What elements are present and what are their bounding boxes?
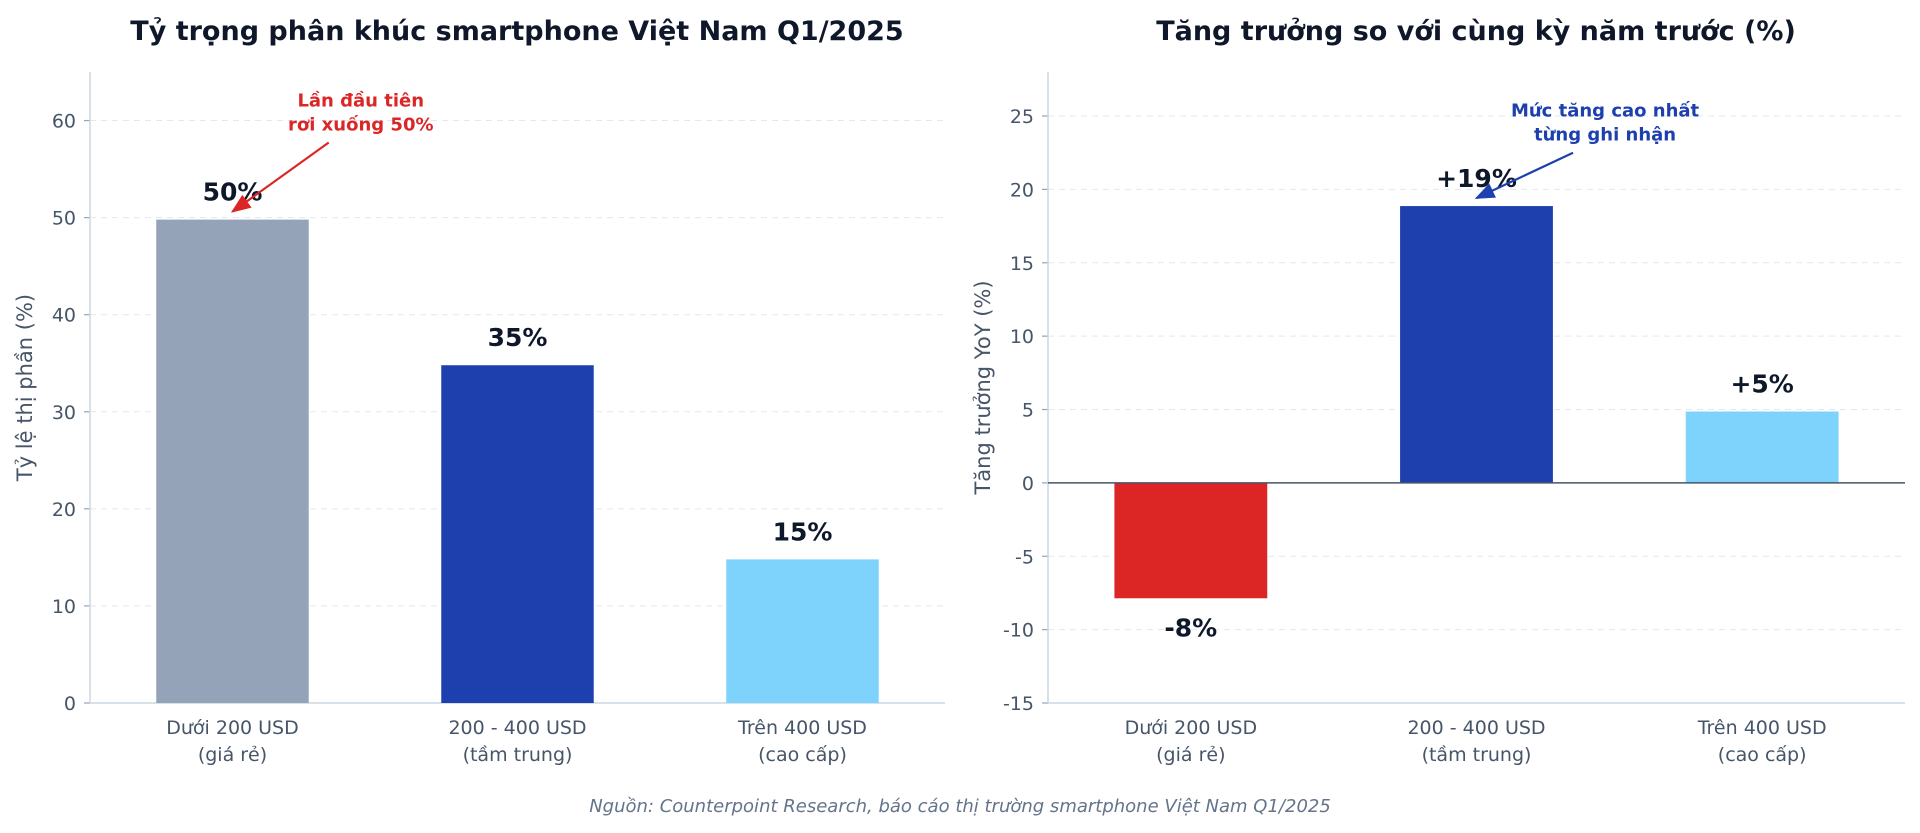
annotation-text: từng ghi nhận	[1534, 125, 1676, 146]
source-note: Nguồn: Counterpoint Research, báo cáo th…	[589, 796, 1331, 817]
y-tick-label: -5	[1015, 546, 1034, 568]
annotation-arrow	[230, 141, 330, 213]
y-tick-label: 5	[1022, 400, 1034, 422]
chart-title: Tăng trưởng so với cùng kỳ năm trước (%)	[1156, 16, 1796, 47]
data-label: 50%	[203, 178, 263, 207]
y-tick-label: 50	[52, 208, 76, 230]
y-tick-label: 0	[1022, 473, 1034, 495]
y-tick-label: 15	[1010, 253, 1034, 275]
chart-title: Tỷ trọng phân khúc smartphone Việt Nam Q…	[130, 16, 903, 47]
bar	[1685, 411, 1839, 483]
x-tick-label: Trên 400 USD	[737, 717, 867, 739]
y-tick-label: 20	[52, 499, 76, 521]
y-tick-label: -15	[1003, 693, 1034, 715]
data-label: -8%	[1164, 613, 1217, 642]
bar	[156, 219, 309, 703]
data-label: +19%	[1436, 164, 1517, 193]
y-tick-label: 60	[52, 111, 76, 133]
y-tick-label: 0	[64, 693, 76, 715]
x-tick-label: (cao cấp)	[758, 744, 847, 766]
chart-2: Tăng trưởng so với cùng kỳ năm trước (%)…	[971, 16, 1905, 766]
y-tick-label: 10	[52, 596, 76, 618]
y-tick-label: 10	[1010, 326, 1034, 348]
annotation-text: rơi xuống 50%	[288, 115, 434, 136]
x-tick-label: 200 - 400 USD	[1407, 717, 1545, 739]
y-tick-label: 20	[1010, 179, 1034, 201]
x-tick-label: Dưới 200 USD	[1125, 717, 1258, 739]
y-tick-label: 40	[52, 305, 76, 327]
annotation-text: Lần đầu tiên	[297, 91, 424, 112]
data-label: +5%	[1730, 370, 1793, 399]
y-axis-label: Tỷ lệ thị phần (%)	[13, 294, 37, 482]
y-tick-label: 30	[52, 402, 76, 424]
bar	[726, 559, 879, 703]
y-tick-label: 25	[1010, 106, 1034, 128]
y-axis-label: Tăng trưởng YoY (%)	[971, 280, 995, 495]
chart-1: Tỷ trọng phân khúc smartphone Việt Nam Q…	[13, 16, 945, 766]
bar	[1400, 206, 1553, 483]
x-tick-label: Dưới 200 USD	[166, 717, 299, 739]
bar	[441, 365, 594, 703]
data-label: 15%	[773, 517, 833, 546]
annotation-arrow	[1474, 151, 1574, 200]
x-tick-label: Trên 400 USD	[1697, 717, 1827, 739]
annotation-text: Mức tăng cao nhất	[1511, 101, 1700, 122]
x-tick-label: (giá rẻ)	[1156, 744, 1225, 766]
x-tick-label: (tầm trung)	[1422, 744, 1532, 766]
x-tick-label: 200 - 400 USD	[448, 717, 586, 739]
bar	[1114, 482, 1268, 599]
x-tick-label: (tầm trung)	[463, 744, 573, 766]
data-label: 35%	[488, 323, 548, 352]
x-tick-label: (cao cấp)	[1718, 744, 1807, 766]
y-tick-label: -10	[1003, 620, 1034, 642]
x-tick-label: (giá rẻ)	[198, 744, 267, 766]
